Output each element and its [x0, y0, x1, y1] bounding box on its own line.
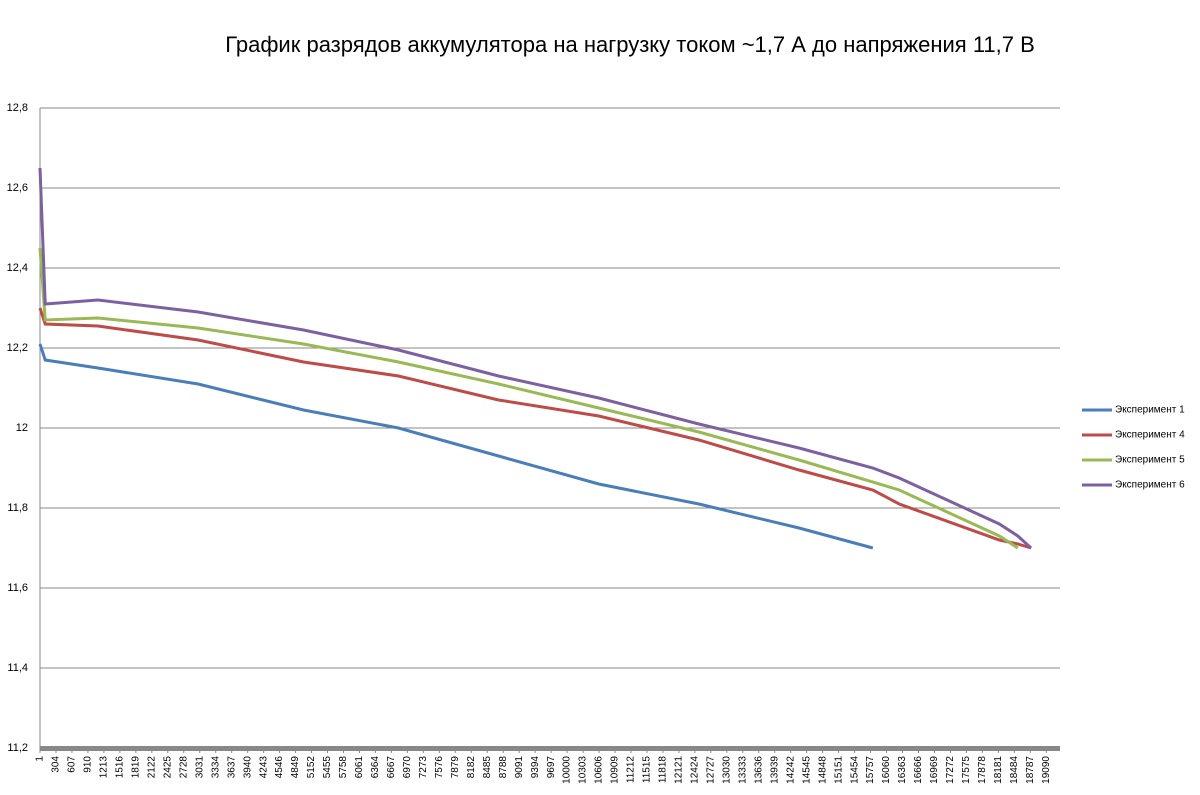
x-tick-label: 11818 [658, 756, 669, 784]
x-tick-label: 14545 [801, 756, 812, 784]
x-tick-label: 16666 [913, 756, 924, 784]
x-tick-label: 19090 [1041, 756, 1052, 784]
x-tick-label: 13333 [737, 756, 748, 784]
legend-label: Эксперимент 4 [1115, 430, 1185, 441]
series-line [38, 307, 1032, 550]
x-tick-label: 6061 [354, 756, 365, 779]
x-tick-label: 5455 [322, 756, 333, 779]
x-tick-label: 15151 [833, 756, 844, 784]
x-tick-label: 17575 [961, 756, 972, 784]
x-tick-label: 12424 [690, 756, 701, 784]
x-tick-label: 1516 [115, 756, 126, 779]
x-tick-label: 7879 [450, 756, 461, 779]
y-tick-label: 11,4 [7, 662, 28, 674]
series-line [38, 247, 1019, 550]
x-tick-label: 3940 [242, 756, 253, 779]
x-tick-label: 12727 [706, 756, 717, 784]
x-tick-label: 7273 [418, 756, 429, 779]
x-tick-label: 5758 [338, 756, 349, 779]
x-tick-label: 1213 [99, 756, 110, 779]
legend-label: Эксперимент 5 [1115, 455, 1185, 466]
x-tick-label: 9394 [530, 756, 541, 779]
x-tick-label: 12121 [674, 756, 685, 784]
x-tick-label: 4849 [290, 756, 301, 779]
y-tick-label: 12,8 [7, 102, 28, 114]
x-tick-label: 10909 [610, 756, 621, 784]
y-tick-label: 12,6 [7, 182, 28, 194]
x-tick-label: 10000 [562, 756, 573, 784]
x-tick-label: 6970 [402, 756, 413, 779]
x-tick-label: 16363 [897, 756, 908, 784]
chart-title: График разрядов аккумулятора на нагрузку… [225, 32, 1035, 57]
x-tick-label: 14848 [817, 756, 828, 784]
x-tick-label: 16969 [929, 756, 940, 784]
x-tick-label: 4546 [274, 756, 285, 779]
x-tick-label: 10606 [594, 756, 605, 784]
x-tick-label: 7576 [434, 756, 445, 779]
x-tick-label: 18787 [1025, 756, 1036, 784]
x-tick-label: 1 [35, 756, 46, 762]
x-tick-label: 3334 [210, 756, 221, 779]
x-tick-label: 9091 [514, 756, 525, 779]
x-tick-label: 17878 [977, 756, 988, 784]
x-tick-label: 910 [83, 756, 94, 773]
x-tick-label: 18484 [1009, 756, 1020, 784]
x-tick-label: 6364 [370, 756, 381, 779]
x-tick-label: 13939 [769, 756, 780, 784]
y-tick-label: 11,8 [7, 502, 28, 514]
x-tick-label: 8788 [498, 756, 509, 779]
x-tick-label: 9697 [546, 756, 557, 779]
x-tick-label: 13636 [753, 756, 764, 784]
y-tick-label: 12,2 [7, 342, 28, 354]
y-tick-label: 11,6 [7, 582, 28, 594]
x-axis [40, 746, 1060, 751]
y-tick-label: 11,2 [7, 742, 28, 754]
x-tick-label: 11212 [626, 756, 637, 784]
x-tick-label: 16060 [881, 756, 892, 784]
x-tick-label: 11515 [642, 756, 653, 784]
x-tick-label: 607 [67, 756, 78, 773]
x-tick-label: 304 [51, 756, 62, 773]
series-line [38, 343, 874, 550]
x-tick-label: 1819 [130, 756, 141, 779]
x-tick-label: 15454 [849, 756, 860, 784]
x-tick-label: 14242 [785, 756, 796, 784]
x-tick-label: 18181 [993, 756, 1004, 784]
legend-label: Эксперимент 6 [1115, 480, 1185, 491]
x-tick-label: 2425 [162, 756, 173, 779]
x-tick-label: 2728 [178, 756, 189, 779]
x-tick-label: 10303 [578, 756, 589, 784]
y-tick-label: 12 [16, 422, 28, 434]
y-tick-label: 12,4 [7, 262, 28, 274]
x-tick-label: 17272 [945, 756, 956, 784]
x-tick-label: 4243 [258, 756, 269, 779]
x-tick-label: 13030 [721, 756, 732, 784]
x-tick-label: 6667 [386, 756, 397, 779]
x-tick-label: 2122 [146, 756, 157, 779]
legend-label: Эксперимент 1 [1115, 405, 1185, 416]
x-tick-label: 3637 [226, 756, 237, 779]
x-tick-label: 15757 [865, 756, 876, 784]
x-tick-label: 8485 [482, 756, 493, 779]
x-tick-label: 3031 [194, 756, 205, 779]
x-tick-label: 5152 [306, 756, 317, 779]
x-tick-label: 8182 [466, 756, 477, 779]
series-line [38, 167, 1033, 550]
